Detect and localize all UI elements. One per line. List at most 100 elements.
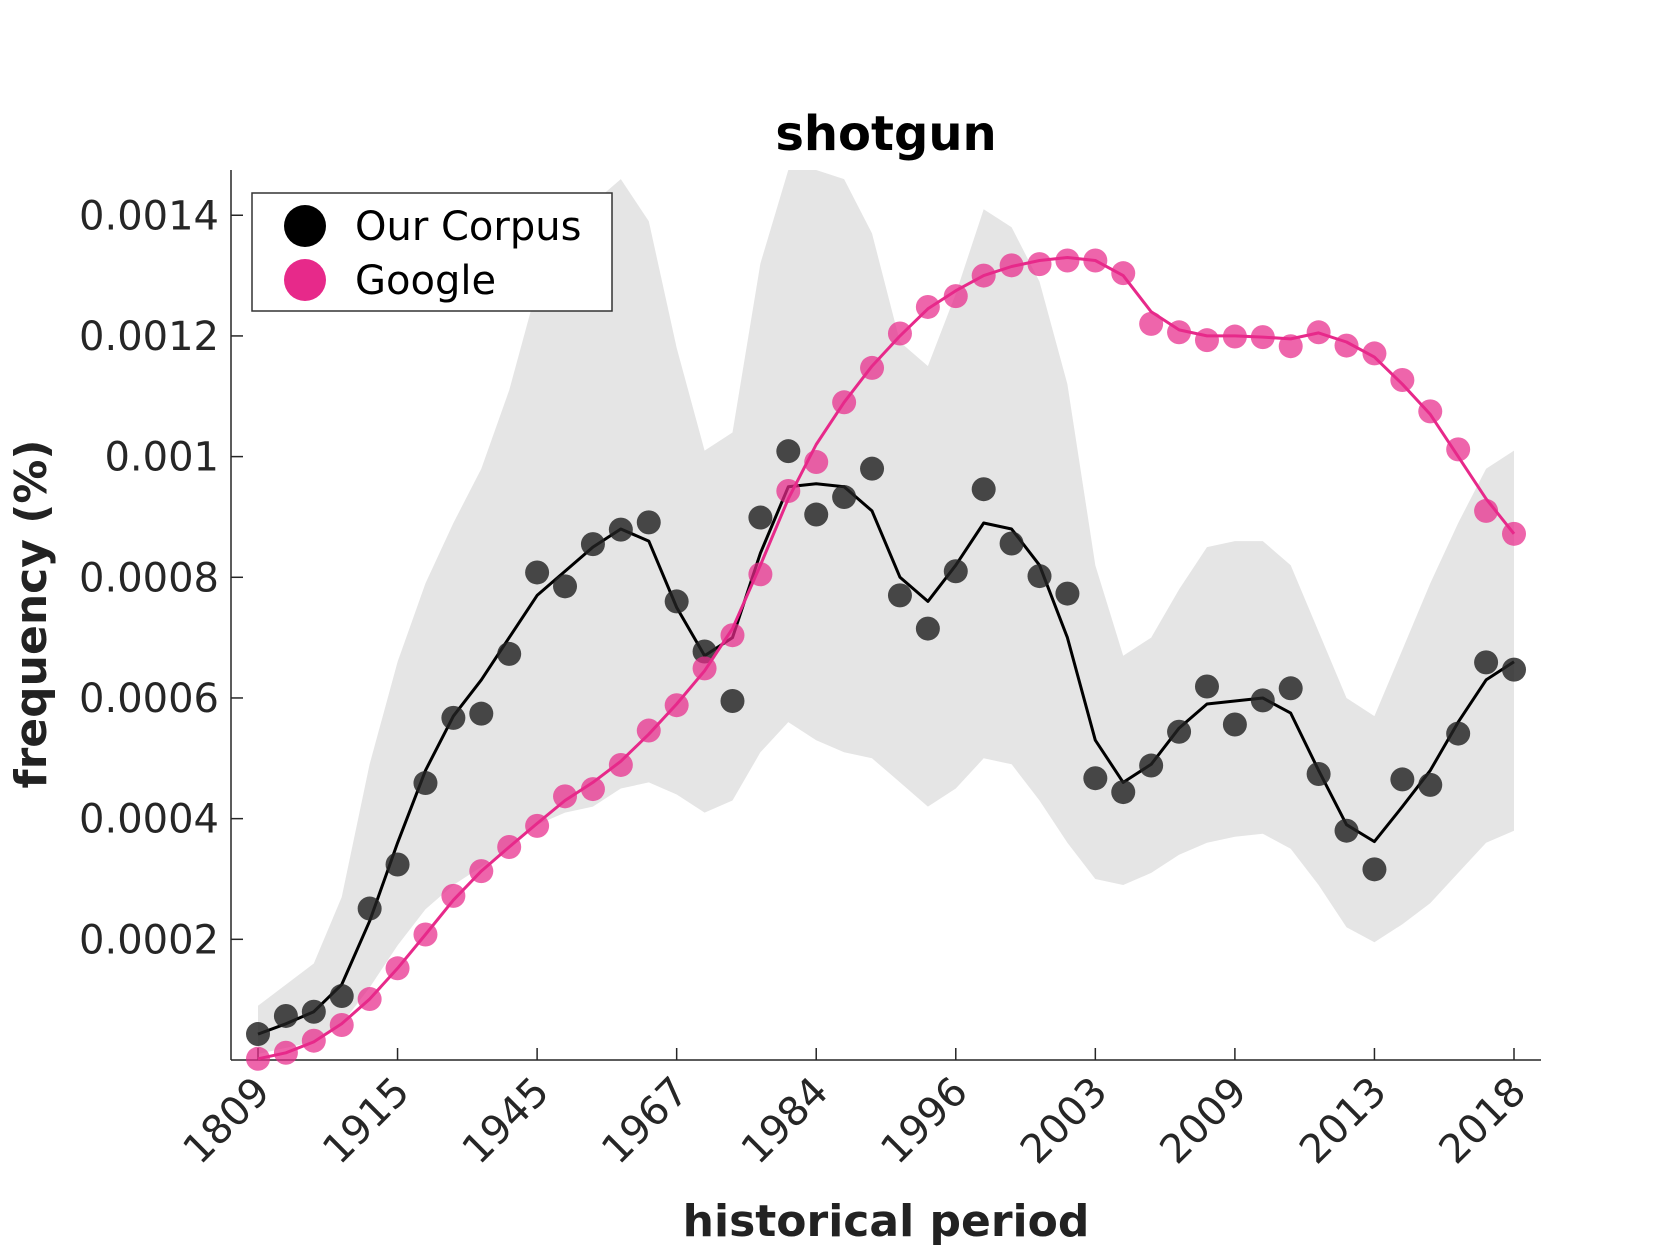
google-trend-line bbox=[257, 256, 1516, 1061]
our-corpus-point bbox=[1111, 780, 1136, 805]
our-corpus-point bbox=[1055, 581, 1080, 606]
our-corpus-point bbox=[413, 771, 438, 796]
google-point bbox=[497, 835, 522, 860]
series-layer bbox=[246, 248, 1526, 1071]
legend-label-google: Google bbox=[355, 258, 496, 304]
x-tick-label: 1915 bbox=[314, 1069, 419, 1174]
legend: Our Corpus Google bbox=[251, 192, 613, 312]
our-corpus-point bbox=[1334, 818, 1359, 843]
y-tick-label: 0.0014 bbox=[79, 193, 219, 239]
google-point bbox=[1502, 521, 1526, 546]
our-corpus-point bbox=[887, 583, 912, 608]
google-point bbox=[971, 263, 996, 288]
our-corpus-point bbox=[720, 688, 745, 713]
google-point bbox=[1167, 320, 1192, 345]
our-corpus-point bbox=[999, 531, 1024, 556]
y-tick-label: 0.001 bbox=[104, 435, 219, 481]
our-corpus-point bbox=[692, 639, 717, 664]
our-corpus-point bbox=[1167, 719, 1192, 744]
our-corpus-point bbox=[832, 485, 857, 510]
our-corpus-point bbox=[1250, 688, 1275, 713]
google-point bbox=[887, 321, 912, 346]
our-corpus-point bbox=[273, 1003, 298, 1028]
our-corpus-point bbox=[1474, 650, 1499, 675]
google-point bbox=[636, 718, 661, 743]
x-tick-label: 2018 bbox=[1431, 1069, 1536, 1174]
our-corpus-point bbox=[776, 439, 801, 464]
legend-marker-our-corpus bbox=[284, 205, 326, 247]
google-point bbox=[357, 987, 382, 1012]
google-point bbox=[664, 693, 689, 718]
our-corpus-point bbox=[860, 456, 885, 481]
y-axis-label: frequency (%) bbox=[6, 439, 57, 788]
google-point bbox=[915, 294, 940, 319]
google-point bbox=[553, 784, 578, 809]
our-corpus-point bbox=[1194, 674, 1219, 699]
google-point bbox=[385, 956, 410, 981]
our-corpus-point bbox=[1306, 761, 1331, 786]
y-tick-label: 0.0002 bbox=[79, 917, 219, 963]
y-tick-label: 0.0006 bbox=[79, 676, 219, 722]
our-corpus-point bbox=[971, 477, 996, 502]
google-point bbox=[580, 777, 605, 802]
our-corpus-point bbox=[664, 589, 689, 614]
our-corpus-point bbox=[525, 560, 550, 585]
our-corpus-point bbox=[636, 510, 661, 535]
chart-title: shotgun bbox=[775, 106, 996, 162]
our-corpus-point bbox=[1502, 657, 1526, 682]
google-point bbox=[1055, 248, 1080, 273]
our-corpus-point bbox=[1139, 753, 1164, 778]
our-corpus-point bbox=[441, 705, 466, 730]
google-point bbox=[1418, 399, 1443, 424]
legend-label-our-corpus: Our Corpus bbox=[355, 204, 581, 250]
google-point bbox=[1362, 341, 1387, 366]
google-point bbox=[832, 390, 857, 415]
our-corpus-point bbox=[469, 701, 494, 726]
google-point bbox=[943, 284, 968, 309]
google-point bbox=[469, 859, 494, 884]
google-point bbox=[748, 562, 773, 587]
our-corpus-point bbox=[246, 1022, 270, 1047]
google-point bbox=[441, 883, 466, 908]
google-point bbox=[1139, 311, 1164, 336]
x-tick-label: 1809 bbox=[175, 1069, 280, 1174]
our-corpus-point bbox=[1418, 772, 1443, 797]
our-corpus-point bbox=[301, 999, 326, 1024]
google-point bbox=[1194, 328, 1219, 353]
google-point bbox=[301, 1028, 326, 1053]
our-corpus-point bbox=[385, 852, 410, 877]
google-point bbox=[1334, 333, 1359, 358]
our-corpus-point bbox=[915, 616, 940, 641]
corpus-band-area bbox=[258, 170, 1514, 1054]
our-corpus-point bbox=[357, 896, 382, 921]
google-point bbox=[1083, 248, 1108, 273]
our-corpus-point bbox=[943, 559, 968, 584]
google-point bbox=[860, 355, 885, 380]
google-point bbox=[329, 1013, 354, 1038]
google-point bbox=[1306, 320, 1331, 345]
google-point bbox=[1278, 334, 1303, 359]
our-corpus-point bbox=[1362, 857, 1387, 882]
our-corpus-point bbox=[804, 502, 829, 527]
x-tick-label: 2013 bbox=[1291, 1069, 1396, 1174]
google-point bbox=[1027, 252, 1052, 277]
x-tick-label: 2003 bbox=[1012, 1069, 1117, 1174]
google-point bbox=[525, 813, 550, 838]
legend-marker-google bbox=[284, 259, 326, 301]
x-tick-label: 1945 bbox=[454, 1069, 559, 1174]
google-point bbox=[608, 752, 633, 777]
our-corpus-trend-line bbox=[257, 482, 1515, 1036]
our-corpus-point bbox=[1083, 766, 1108, 791]
google-point bbox=[246, 1046, 270, 1071]
x-tick-label: 1996 bbox=[872, 1069, 977, 1174]
google-point bbox=[692, 656, 717, 681]
our-corpus-point bbox=[553, 574, 578, 599]
google-point bbox=[1390, 367, 1415, 392]
google-point bbox=[1474, 498, 1499, 523]
our-corpus-point bbox=[1222, 712, 1247, 737]
y-tick-label: 0.0012 bbox=[79, 314, 219, 360]
google-point bbox=[804, 450, 829, 475]
google-point bbox=[1446, 437, 1471, 462]
x-tick-label: 2009 bbox=[1151, 1069, 1256, 1174]
